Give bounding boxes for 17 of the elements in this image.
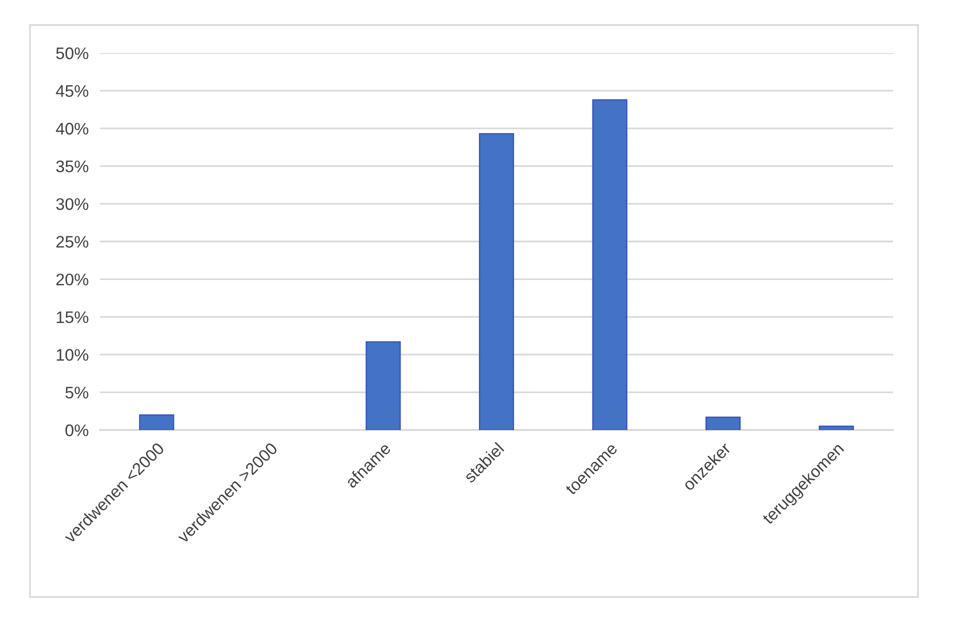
y-tick-label: 20%	[56, 274, 88, 286]
y-tick-label: 0%	[65, 424, 88, 436]
y-tick-label: 35%	[56, 160, 88, 172]
y-tick-label: 30%	[56, 198, 88, 210]
bar	[818, 426, 854, 430]
y-tick-label: 40%	[56, 122, 88, 135]
bar	[706, 416, 741, 430]
y-tick-label: 5%	[65, 386, 88, 399]
bar	[139, 414, 174, 430]
y-tick-label: 15%	[56, 311, 88, 324]
y-tick-label: 10%	[56, 349, 88, 361]
bar	[592, 99, 628, 430]
bar	[366, 341, 401, 430]
y-tick-label: 25%	[56, 236, 88, 248]
y-tick-label: 45%	[56, 85, 88, 97]
y-tick-label: 50%	[56, 47, 88, 60]
bar	[478, 133, 514, 430]
